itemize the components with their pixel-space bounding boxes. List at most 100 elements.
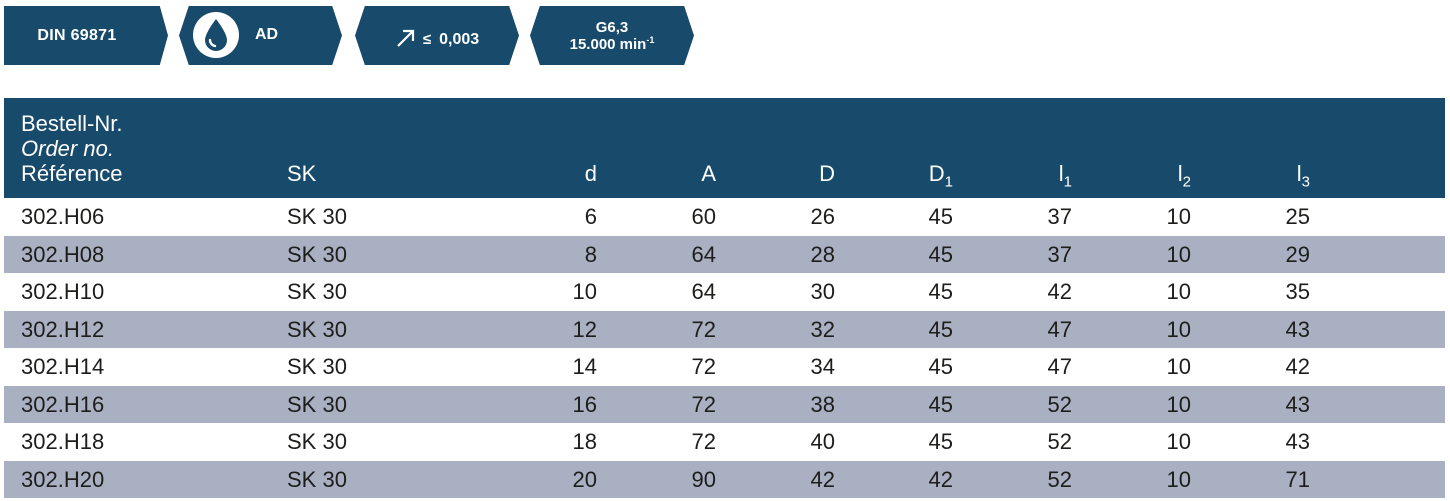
cell-d: 30 <box>810 279 835 304</box>
cell-l3: 29 <box>1285 241 1310 267</box>
product-table: Bestell-Nr. Order no. Référence SK d A D… <box>4 98 1445 498</box>
header-l2: l2 <box>1177 161 1191 191</box>
cell-d1: 45 <box>928 316 953 342</box>
cell-l1: 42 <box>1047 279 1072 304</box>
cell-ref: 302.H06 <box>21 204 105 229</box>
cell-d: 10 <box>572 279 597 304</box>
cell-d: 16 <box>572 391 597 417</box>
diagonal-arrow-icon <box>397 29 414 47</box>
cell-sk: SK 30 <box>287 316 347 342</box>
table-row: 302.H14 SK 30 14 72 34 45 47 10 42 <box>4 348 1445 386</box>
cell-d1: 45 <box>928 279 953 304</box>
cell-d: 28 <box>810 241 835 267</box>
balance-badge: G6,3 15.000 min-1 <box>530 6 694 65</box>
cell-a: 60 <box>691 204 716 229</box>
cell-l3: 35 <box>1285 279 1310 304</box>
cell-l2: 10 <box>1166 279 1191 304</box>
cell-d: 8 <box>584 241 597 267</box>
cell-d: 26 <box>810 204 835 229</box>
runout-value: 0,003 <box>439 30 480 48</box>
cell-sk: SK 30 <box>287 204 347 229</box>
cell-d: 32 <box>810 316 835 342</box>
cell-l1: 37 <box>1047 241 1072 267</box>
header-A: A <box>701 161 716 186</box>
header-D1: D1 <box>928 161 953 191</box>
cell-d: 18 <box>572 429 597 454</box>
cell-ref: 302.H12 <box>21 316 105 342</box>
cell-l2: 10 <box>1166 429 1191 454</box>
spec-badges: DIN 69871 AD ≤ 0,003 G6,3 15.000 min-1 <box>0 0 1450 70</box>
table-row: 302.H10 SK 30 10 64 30 45 42 10 35 <box>4 273 1445 311</box>
cell-ref: 302.H08 <box>21 241 105 267</box>
cell-a: 72 <box>691 429 716 454</box>
din-standard-badge: DIN 69871 <box>4 6 168 65</box>
cell-sk: SK 30 <box>287 429 347 454</box>
table-row: 302.H20 SK 30 20 90 42 42 52 10 71 <box>4 460 1445 498</box>
table-row: 302.H18 SK 30 18 72 40 45 52 10 43 <box>4 423 1445 461</box>
cell-l2: 10 <box>1166 204 1191 229</box>
cell-l1: 52 <box>1047 391 1072 417</box>
cell-d: 6 <box>584 204 597 229</box>
cell-sk: SK 30 <box>287 391 347 417</box>
header-l1: l1 <box>1058 161 1072 191</box>
balance-grade: G6,3 <box>595 18 629 36</box>
table-body: 302.H06 SK 30 6 60 26 45 37 10 25 302.H08 SK 30 8 64… <box>4 198 1445 498</box>
cell-l2: 10 <box>1166 354 1191 379</box>
cell-sk: SK 30 <box>287 466 347 492</box>
cell-l3: 43 <box>1285 316 1310 342</box>
cell-d: 14 <box>572 354 597 379</box>
balance-speed: 15.000 min-1 <box>569 34 655 53</box>
cell-d: 38 <box>810 391 835 417</box>
cell-l3: 42 <box>1285 354 1310 379</box>
cell-a: 72 <box>691 316 716 342</box>
runout-symbol: ≤ <box>422 30 432 48</box>
cell-l3: 71 <box>1285 466 1310 492</box>
cell-ref: 302.H20 <box>21 466 105 492</box>
header-sk: SK <box>287 161 317 186</box>
cell-a: 72 <box>691 391 716 417</box>
cell-d: 40 <box>810 429 835 454</box>
cell-l2: 10 <box>1166 316 1191 342</box>
cell-sk: SK 30 <box>287 354 347 379</box>
cell-d1: 45 <box>928 429 953 454</box>
water-drop-icon <box>193 12 239 58</box>
cell-l2: 10 <box>1166 391 1191 417</box>
cell-d1: 45 <box>928 204 953 229</box>
table-row: 302.H08 SK 30 8 64 28 45 37 10 29 <box>4 235 1445 273</box>
cell-l1: 52 <box>1047 466 1072 492</box>
coolant-label: AD <box>255 26 279 43</box>
header-d: d <box>584 161 597 186</box>
cell-d: 12 <box>572 316 597 342</box>
cell-l1: 47 <box>1047 354 1072 379</box>
header-D: D <box>819 161 835 186</box>
cell-sk: SK 30 <box>287 279 347 304</box>
cell-d1: 45 <box>928 391 953 417</box>
cell-d: 42 <box>810 466 835 492</box>
cell-d: 20 <box>572 466 597 492</box>
runout-badge: ≤ 0,003 <box>355 6 519 65</box>
cell-d1: 45 <box>928 354 953 379</box>
cell-a: 72 <box>691 354 716 379</box>
cell-ref: 302.H16 <box>21 391 105 417</box>
cell-l1: 47 <box>1047 316 1072 342</box>
cell-a: 90 <box>691 466 716 492</box>
cell-ref: 302.H10 <box>21 279 105 304</box>
table-row: 302.H06 SK 30 6 60 26 45 37 10 25 <box>4 198 1445 236</box>
cell-l3: 43 <box>1285 391 1310 417</box>
table-row: 302.H12 SK 30 12 72 32 45 47 10 43 <box>4 310 1445 348</box>
cell-sk: SK 30 <box>287 241 347 267</box>
cell-l3: 25 <box>1285 204 1310 229</box>
coolant-badge: AD <box>179 6 342 65</box>
cell-a: 64 <box>691 241 716 267</box>
cell-a: 64 <box>691 279 716 304</box>
din-standard-label: DIN 69871 <box>37 26 117 44</box>
table-header: Bestell-Nr. Order no. Référence SK d A D… <box>4 98 1445 198</box>
cell-ref: 302.H14 <box>21 354 105 379</box>
header-l3: l3 <box>1296 161 1310 191</box>
cell-d1: 45 <box>928 241 953 267</box>
header-ref-en: Order no. <box>21 136 114 161</box>
cell-d: 34 <box>810 354 835 379</box>
cell-d1: 42 <box>928 466 953 492</box>
cell-l1: 37 <box>1047 204 1072 229</box>
cell-ref: 302.H18 <box>21 429 105 454</box>
